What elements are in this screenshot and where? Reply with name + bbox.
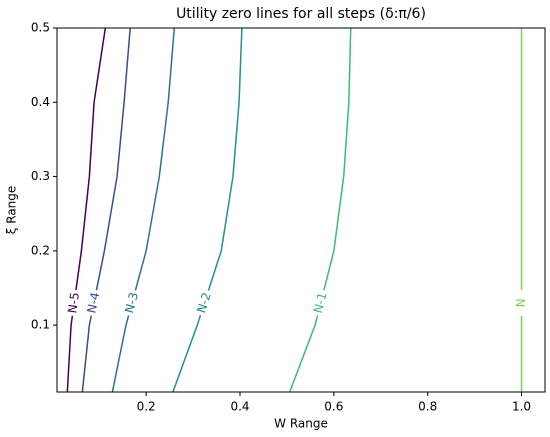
label-background — [121, 288, 143, 318]
chart-title: Utility zero lines for all steps (δ:π/6) — [176, 6, 426, 22]
y-tick-label: 0.1 — [31, 318, 50, 332]
x-tick-label: 1.0 — [512, 400, 531, 414]
y-axis-label: ξ Range — [5, 186, 19, 235]
x-axis-label: W Range — [274, 417, 328, 431]
label-background — [193, 288, 216, 318]
label-background — [65, 289, 83, 317]
x-tick-label: 0.4 — [230, 400, 249, 414]
label-background — [514, 289, 529, 316]
legend-label: N-2 — [194, 291, 214, 315]
label-background — [310, 288, 331, 318]
x-tick-label: 0.8 — [418, 400, 437, 414]
x-tick-label: 0.6 — [324, 400, 343, 414]
legend-label: N-3 — [122, 291, 141, 315]
contour-line — [81, 27, 131, 393]
legend-label: N — [514, 298, 528, 307]
plot-frame — [56, 27, 546, 393]
legend-label: N-5 — [65, 291, 82, 314]
y-tick-label: 0.2 — [31, 243, 50, 257]
label-background — [84, 288, 104, 317]
y-tick-label: 0.5 — [31, 21, 50, 35]
y-tick-label: 0.3 — [31, 169, 50, 183]
contour-line — [172, 27, 243, 393]
legend-label: N-1 — [311, 291, 330, 315]
y-tick-label: 0.4 — [31, 95, 50, 109]
x-tick-label: 0.2 — [137, 400, 156, 414]
contour-line — [66, 27, 107, 393]
legend-label: N-4 — [84, 291, 102, 314]
contour-line — [111, 27, 176, 393]
contour-line — [289, 27, 352, 393]
